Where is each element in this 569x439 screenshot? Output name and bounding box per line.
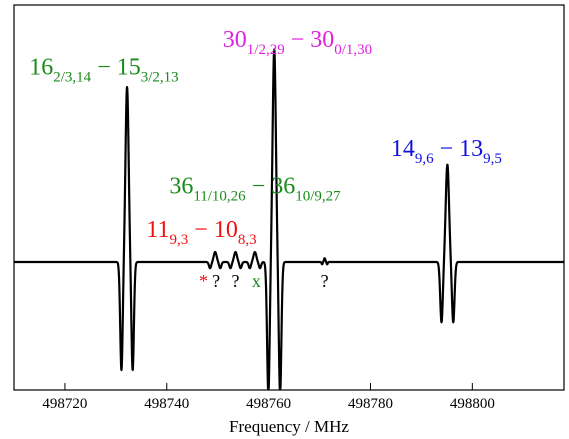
peak-markers: *?? x? [199, 271, 329, 291]
x-axis-label: Frequency / MHz [229, 417, 349, 436]
x-tick-label: 498760 [246, 396, 291, 412]
peak-marker: x [252, 271, 261, 291]
x-axis-tick-labels: 498720 498740 498760 498780 498800 [42, 396, 494, 412]
peak-marker: ? [321, 271, 329, 291]
peak-marker: * [199, 271, 208, 291]
x-tick-label: 498800 [450, 396, 495, 412]
transition-label: 162/3,14 − 153/2,13 [29, 55, 178, 86]
transition-label: 301/2,29 − 300/1,30 [223, 27, 372, 58]
x-tick-label: 498740 [144, 396, 189, 412]
peak-marker: ? [232, 271, 240, 291]
transition-label: 149,6 − 139,5 [391, 136, 502, 167]
transition-label: 119,3 − 108,3 [146, 217, 256, 248]
spectrum-trace [13, 48, 565, 391]
transition-label: 3611/10,26 − 3610/9,27 [169, 173, 341, 204]
plot-frame [13, 4, 565, 391]
x-tick-label: 498780 [348, 396, 393, 412]
peak-marker: ? [212, 271, 220, 291]
transition-annotations: 162/3,14 − 153/2,13 301/2,29 − 300/1,30 14… [29, 27, 502, 248]
x-tick-label: 498720 [42, 396, 87, 412]
